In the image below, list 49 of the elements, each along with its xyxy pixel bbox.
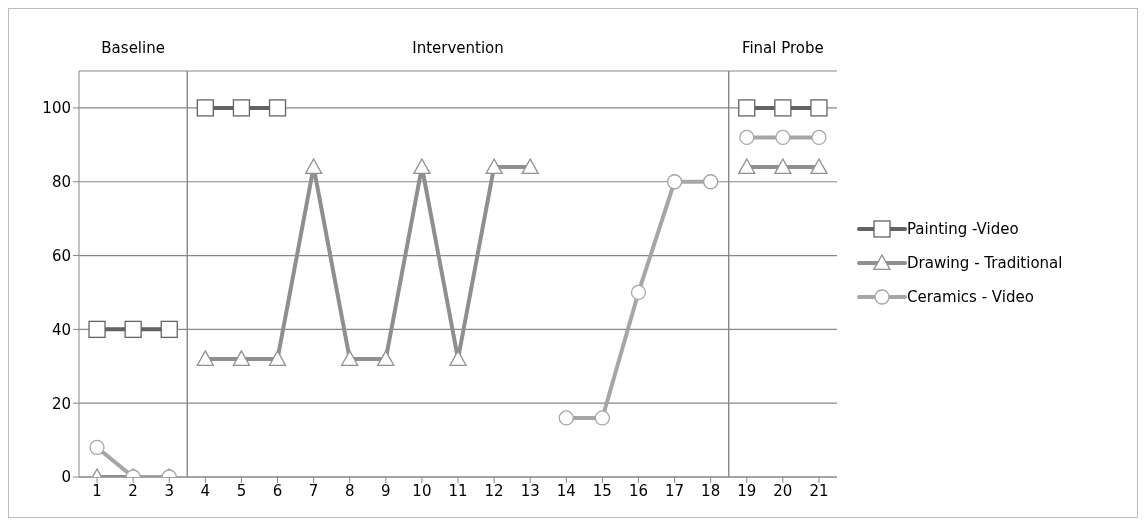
legend-label: Painting -Video <box>907 220 1019 238</box>
point <box>810 99 828 117</box>
x-tick-label: 20 <box>773 481 793 500</box>
legend-label: Drawing - Traditional <box>907 254 1063 272</box>
point <box>268 99 287 117</box>
y-tick-label: 0 <box>61 468 71 487</box>
legend-label: Ceramics - Video <box>907 288 1034 306</box>
x-tick-label: 15 <box>592 481 612 500</box>
x-tick-label: 1 <box>92 481 102 500</box>
x-tick-label: 4 <box>200 481 211 500</box>
point <box>232 99 251 117</box>
y-tick-label: 80 <box>51 173 71 192</box>
x-tick-label: 13 <box>520 481 540 500</box>
point <box>774 158 792 175</box>
point <box>124 320 142 339</box>
y-tick-label: 40 <box>51 320 71 339</box>
x-tick-label: 3 <box>164 481 175 500</box>
point <box>89 439 105 456</box>
y-tick-label: 20 <box>51 394 71 413</box>
x-tick-label: 19 <box>737 481 757 500</box>
x-tick-label: 6 <box>272 481 283 500</box>
point <box>196 99 214 117</box>
x-tick-label: 10 <box>412 481 432 500</box>
point <box>88 320 106 339</box>
x-tick-label: 9 <box>381 481 391 500</box>
point <box>160 320 178 339</box>
x-tick-label: 5 <box>236 481 247 500</box>
x-tick-label: 8 <box>344 481 355 500</box>
y-tick-label: 100 <box>42 99 71 118</box>
text: Baseline <box>101 39 165 57</box>
x-tick-label: 18 <box>701 481 721 500</box>
point <box>738 158 756 175</box>
x-tick-label: 12 <box>484 481 504 500</box>
point <box>774 99 792 117</box>
x-tick-label: 11 <box>448 481 468 500</box>
x-tick-label: 21 <box>809 481 829 500</box>
x-tick-label: 16 <box>628 481 649 500</box>
x-tick-label: 2 <box>128 481 138 500</box>
point <box>739 129 755 146</box>
text: Final Probe <box>741 39 824 57</box>
text: Intervention <box>412 39 504 57</box>
point <box>775 129 791 146</box>
point <box>810 158 828 175</box>
x-tick-label: 17 <box>665 481 685 500</box>
x-tick-label: 7 <box>308 481 319 500</box>
point <box>738 99 756 117</box>
y-tick-label: 60 <box>51 246 71 265</box>
point <box>811 129 827 146</box>
x-tick-label: 14 <box>556 481 576 500</box>
